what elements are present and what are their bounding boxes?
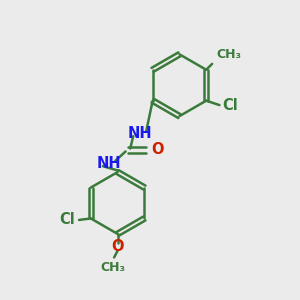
- Text: Cl: Cl: [59, 212, 75, 227]
- Text: CH₃: CH₃: [101, 261, 126, 274]
- Text: O: O: [111, 239, 124, 254]
- Text: O: O: [152, 142, 164, 158]
- Text: CH₃: CH₃: [217, 48, 242, 61]
- Text: NH: NH: [128, 126, 152, 141]
- Text: Cl: Cl: [222, 98, 238, 112]
- Text: NH: NH: [97, 156, 121, 171]
